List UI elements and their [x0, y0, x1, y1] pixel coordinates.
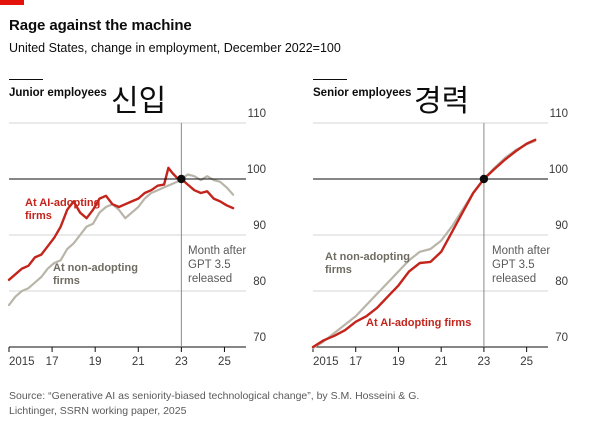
series-label-ai-adopting: At AI-adopting: [25, 197, 100, 209]
series-label-non-adopting: firms: [325, 264, 352, 276]
x-tick-label: 23: [477, 356, 491, 368]
source-note: Source: “Generative AI as seniority-bias…: [9, 390, 420, 417]
series-label-non-adopting: At non-adopting: [325, 251, 410, 263]
y-tick-label: 110: [549, 108, 568, 120]
series-label-non-adopting: At non-adopting: [53, 262, 138, 274]
x-tick-label: 17: [349, 356, 363, 368]
gpt-release-annotation: GPT 3.5: [492, 259, 535, 271]
x-tick-label: 23: [174, 356, 188, 368]
brand-accent-bar: [0, 0, 24, 5]
gpt-release-marker: [177, 174, 186, 184]
series-line-ai-adopting: [311, 138, 537, 349]
chart-subtitle: United States, change in employment, Dec…: [9, 41, 341, 55]
gpt-release-marker: [479, 174, 489, 184]
panel-title-junior-ko: 신입: [111, 84, 167, 119]
gpt-release-annotation: GPT 3.5: [188, 259, 231, 271]
x-tick-label: 2015: [9, 356, 35, 368]
x-tick-label: 2015: [313, 356, 339, 368]
y-tick-label: 70: [555, 332, 568, 344]
y-tick-label: 110: [247, 108, 266, 120]
panel-title-senior-ko: 경력: [414, 84, 470, 119]
gpt-release-annotation: released: [188, 273, 232, 285]
x-tick-label: 19: [88, 356, 102, 368]
panel-title-junior: Junior employees: [9, 87, 107, 99]
gpt-release-annotation: Month after: [188, 245, 246, 257]
series-label-ai-adopting: At AI-adopting firms: [366, 317, 471, 329]
y-tick-label: 90: [555, 220, 568, 232]
panel-rule-junior: [9, 79, 43, 80]
panel-rule-senior: [313, 79, 347, 80]
x-tick-label: 25: [218, 356, 231, 368]
x-tick-label: 21: [434, 356, 448, 368]
x-tick-label: 25: [520, 356, 534, 368]
series-line-ai-adopting: [7, 166, 235, 281]
y-tick-label: 70: [253, 332, 266, 344]
x-tick-label: 17: [45, 356, 59, 368]
panel-title-senior: Senior employees: [313, 87, 412, 99]
chart-title: Rage against the machine: [9, 17, 192, 34]
y-tick-label: 80: [253, 276, 266, 288]
x-tick-label: 19: [392, 356, 405, 368]
y-tick-label: 100: [246, 164, 266, 176]
y-tick-label: 80: [555, 276, 568, 288]
gpt-release-annotation: released: [492, 273, 536, 285]
y-tick-label: 90: [253, 220, 266, 232]
series-line-non-adopting: [7, 173, 235, 307]
gpt-release-annotation: Month after: [492, 245, 550, 257]
series-label-ai-adopting: firms: [25, 210, 52, 222]
y-tick-label: 100: [548, 164, 568, 176]
x-tick-label: 21: [131, 356, 145, 368]
series-label-non-adopting: firms: [53, 275, 80, 287]
